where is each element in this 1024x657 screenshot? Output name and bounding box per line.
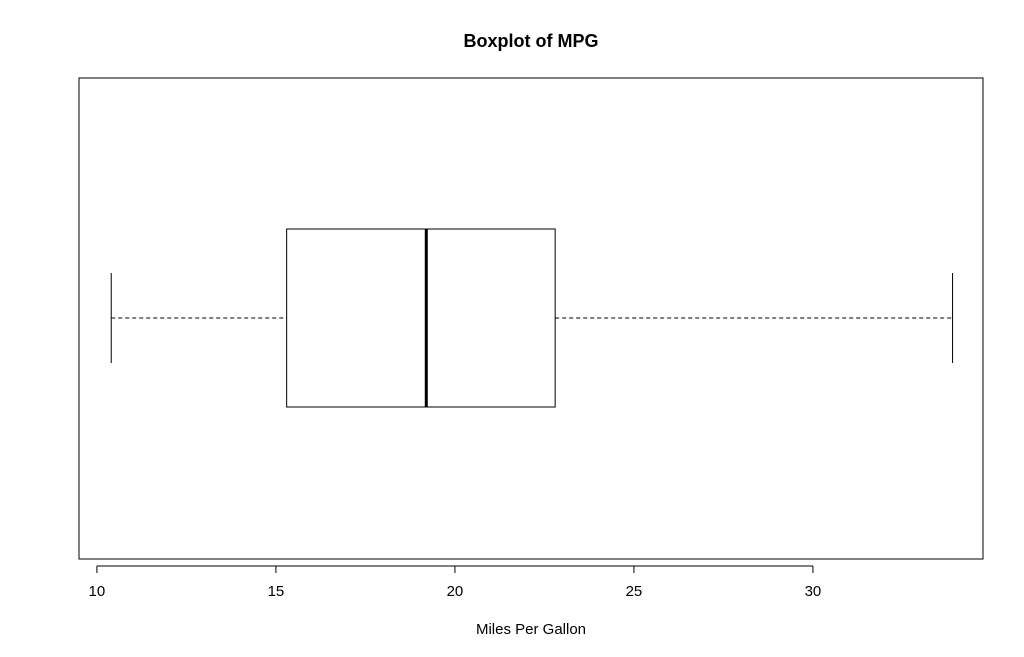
x-axis: 10 15 20 25 30 [89,565,822,600]
x-tick-label: 25 [626,583,643,600]
box-group [110,228,954,408]
plot-frame [78,77,984,560]
x-tick-label: 10 [89,583,106,600]
chart-title: Boxplot of MPG [464,31,599,51]
x-tick-label: 20 [447,583,464,600]
iqr-box [286,228,556,408]
x-tick-label: 30 [805,583,822,600]
x-tick-label: 15 [268,583,285,600]
x-axis-label: Miles Per Gallon [476,621,586,638]
